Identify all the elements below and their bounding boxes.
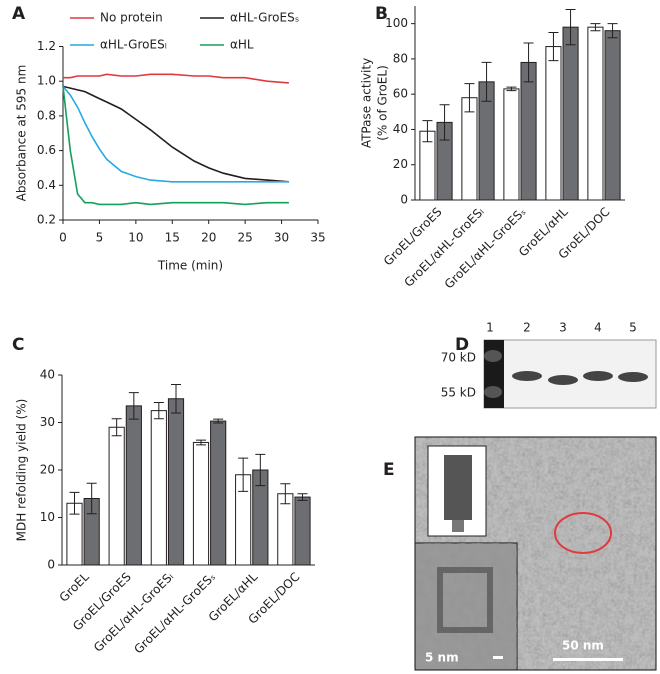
y-tick-label: 0 <box>47 558 55 572</box>
panel-label: A <box>12 4 26 24</box>
x-tick-label: 25 <box>238 231 253 245</box>
x-tick-label: 10 <box>128 231 143 245</box>
error-bar <box>297 493 308 501</box>
y-tick-label: 1.0 <box>37 74 56 88</box>
bar <box>277 493 294 566</box>
x-tick-label: 35 <box>310 231 325 245</box>
bar <box>294 496 311 566</box>
y-tick-label: 40 <box>40 368 55 382</box>
x-axis-title: Time (min) <box>157 259 223 273</box>
error-bar <box>195 439 206 446</box>
bar <box>461 97 478 201</box>
y-tick-label: 60 <box>393 87 408 101</box>
y-tick-label: 0.4 <box>37 178 56 192</box>
line-series <box>62 86 289 206</box>
error-bar <box>171 384 182 414</box>
error-bar <box>422 120 433 143</box>
error-bar <box>111 418 122 437</box>
error-bar <box>213 418 224 424</box>
bar <box>108 426 125 566</box>
bar <box>545 46 562 201</box>
y-tick-label: 0.8 <box>37 108 56 122</box>
panel-label: E <box>383 460 395 480</box>
y-tick-label: 20 <box>393 157 408 171</box>
scale-label: 5 nm <box>425 651 459 665</box>
lane-label: 1 <box>486 321 494 335</box>
lane-label: 4 <box>594 321 602 335</box>
panel-label: D <box>455 335 469 355</box>
y-tick-label: 20 <box>40 463 55 477</box>
error-bar <box>69 491 80 515</box>
y-tick-label: 40 <box>393 122 408 136</box>
micrograph <box>415 437 656 670</box>
error-bar <box>86 482 97 515</box>
line-series <box>62 85 289 183</box>
lane-label: 2 <box>523 321 531 335</box>
error-bar <box>153 402 164 420</box>
x-tick-label: GroEL/αHL-GroESₗ <box>402 205 487 290</box>
marker-label: 55 kD <box>441 386 476 400</box>
bar <box>125 405 142 566</box>
y-axis-title: ATPase activity <box>360 58 374 148</box>
bar <box>520 61 537 201</box>
error-bar <box>128 392 139 420</box>
x-tick-label: 5 <box>96 231 104 245</box>
y-tick-label: 0 <box>400 193 408 207</box>
x-tick-label: GroEL <box>57 569 92 604</box>
bar <box>587 26 604 201</box>
y-tick-label: 1.2 <box>37 39 56 53</box>
y-axis-title: Absorbance at 595 nm <box>15 65 29 202</box>
panel-label: B <box>375 4 388 24</box>
bar <box>562 26 579 201</box>
y-tick-label: 0.6 <box>37 143 56 157</box>
x-tick-label: 15 <box>165 231 180 245</box>
bar <box>167 398 185 566</box>
y-tick-label: 80 <box>393 51 408 65</box>
x-tick-label: GroEL/αHL-GroESₗ <box>91 570 176 655</box>
line-series <box>62 85 289 183</box>
error-bar <box>607 23 618 39</box>
error-bar <box>565 9 576 46</box>
bar <box>150 410 167 566</box>
legend-label: No protein <box>100 11 163 25</box>
y-axis-title: MDH refolding yield (%) <box>15 399 29 542</box>
line-series <box>63 73 289 84</box>
legend-label: αHL-GroESₗ <box>100 38 167 52</box>
x-tick-label: 0 <box>59 231 67 245</box>
micrograph-frame <box>414 436 657 671</box>
lane-label: 3 <box>559 321 567 335</box>
x-tick-label: GroEL/αHL-GroESₛ <box>131 570 218 657</box>
error-bar <box>481 61 492 102</box>
error-bar <box>590 23 601 32</box>
error-bar <box>548 31 559 62</box>
y-tick-label: 0.2 <box>37 213 56 227</box>
y-tick-label: 100 <box>385 16 408 30</box>
bar <box>192 441 210 566</box>
bar <box>503 88 520 201</box>
lane-label: 5 <box>629 321 637 335</box>
gel-image <box>483 339 657 409</box>
x-tick-label: 20 <box>201 231 216 245</box>
error-bar <box>255 453 266 487</box>
error-bar <box>238 457 249 492</box>
y-tick-label: 10 <box>40 510 55 524</box>
error-bar <box>280 483 291 505</box>
legend-label: αHL-GroESₛ <box>230 11 299 25</box>
scale-label: 50 nm <box>562 639 604 653</box>
x-tick-label: GroEL/αHL-GroESₛ <box>442 205 529 292</box>
panel-label: C <box>12 335 24 355</box>
legend-label: αHL <box>230 38 254 52</box>
marker-label: 70 kD <box>441 351 476 365</box>
x-tick-label: 30 <box>274 231 289 245</box>
error-bar <box>439 104 450 141</box>
y-axis-title: (% of GroEL) <box>376 65 390 141</box>
bar <box>210 420 227 566</box>
error-bar <box>523 42 534 83</box>
error-bar <box>464 83 475 113</box>
bar <box>604 30 621 201</box>
y-tick-label: 30 <box>40 415 55 429</box>
error-bar <box>506 86 517 92</box>
